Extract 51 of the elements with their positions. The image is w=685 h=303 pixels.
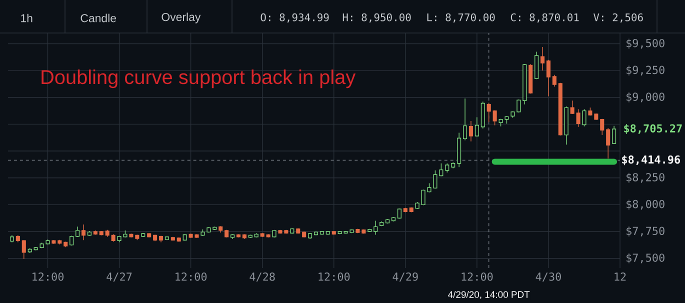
ref-line-label: 4/29/20, 14:00 PDT	[448, 290, 530, 300]
y-tick-label: $9,250	[626, 66, 664, 76]
candlestick	[474, 116, 479, 137]
x-tick-label: 12:00	[318, 272, 350, 281]
x-tick-label: 4/27	[106, 272, 132, 282]
candlestick	[612, 125, 616, 144]
candlestick	[606, 128, 610, 159]
ref-line-label: $8,414.96	[622, 155, 680, 166]
text: Doubling curve support back in play	[42, 70, 356, 88]
candlestick	[81, 224, 86, 240]
candlestick	[552, 74, 556, 87]
candlestick	[463, 98, 468, 141]
y-tick-label: $8,250	[626, 172, 664, 183]
text: Overlay	[162, 12, 201, 24]
candlestick	[576, 108, 580, 128]
candlestick	[480, 101, 485, 129]
candlestick	[600, 118, 604, 136]
candlestick	[374, 220, 378, 236]
text: L: 8,770.00	[427, 13, 495, 23]
candlestick	[22, 240, 26, 260]
y-tick-label: $8,000	[626, 200, 664, 210]
candlestick	[439, 163, 444, 177]
candlestick	[492, 110, 497, 126]
y-tick-label: $7,500	[626, 253, 664, 264]
candlestick	[516, 99, 521, 113]
candlestick	[582, 108, 586, 127]
x-tick-label: 4/29	[392, 272, 418, 282]
x-tick-label: 12:00	[32, 272, 64, 281]
text: C: 8,870.01	[510, 13, 579, 23]
candlestick	[445, 163, 450, 173]
x-tick-label: 12:00	[462, 272, 493, 281]
candlestick	[468, 120, 474, 142]
candlestick	[540, 46, 545, 71]
x-tick-label: 4/28	[250, 272, 275, 282]
x-tick-label: 12	[614, 272, 626, 281]
y-tick-label: $9,000	[626, 92, 664, 102]
candlestick	[486, 102, 491, 122]
text: O: 8,934.99	[260, 13, 329, 23]
candlestick	[546, 59, 550, 97]
annotation: $8,705.27	[624, 124, 682, 134]
text: 1h	[21, 14, 32, 22]
y-tick-label: $7,750	[626, 226, 664, 236]
candlestick	[570, 100, 574, 114]
candlestick	[534, 51, 539, 80]
x-tick-label: 4/30	[536, 272, 561, 282]
x-tick-label: 12:00	[176, 272, 207, 281]
y-tick-label: $9,500	[626, 38, 664, 49]
candlestick	[76, 226, 80, 238]
text: Candle	[80, 14, 116, 22]
text: H: 8,950.00	[342, 13, 411, 23]
text: V: 2,506	[594, 13, 643, 23]
